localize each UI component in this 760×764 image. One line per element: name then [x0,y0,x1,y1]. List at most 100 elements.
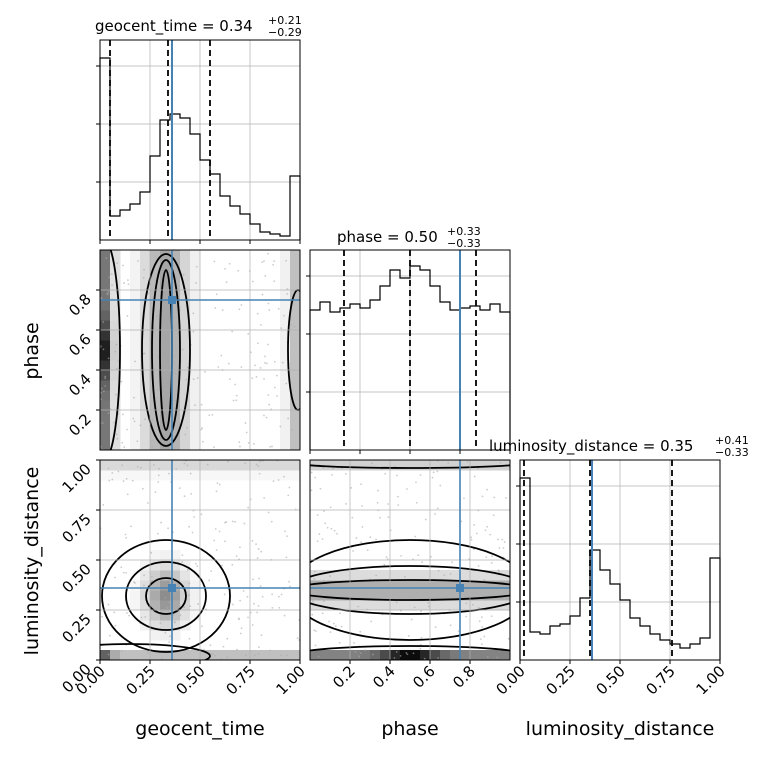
axes-frame [309,249,511,451]
sample-point [383,563,386,566]
sample-point [289,585,291,588]
density-cell [160,440,171,450]
sample-point [273,360,276,363]
sample-point [235,555,238,558]
sample-point [281,361,284,364]
sample-point [132,417,135,420]
sample-point [261,595,264,598]
sample-point [201,440,204,443]
sample-point [449,572,452,575]
sample-point [247,441,250,444]
density-cell [310,650,321,660]
density-cell [180,250,191,261]
sample-point [166,606,169,609]
sample-point [147,651,150,654]
density-cell [220,650,231,660]
sample-point [314,644,317,647]
sample-point [263,260,265,262]
sample-point [224,521,226,524]
sample-point [225,281,228,284]
sample-point [507,637,510,640]
density-cell [150,570,161,581]
sample-point [127,283,130,286]
sample-point [364,649,367,652]
sample-point [267,252,269,255]
sample-point [223,593,226,596]
sample-point [239,546,241,549]
sample-point [345,502,347,505]
sample-point [174,608,177,611]
sample-point [104,375,107,378]
sample-point [115,367,118,370]
density-cell [440,460,451,471]
density-cell [150,470,161,481]
density-cell [100,250,111,261]
density-cell [160,300,171,311]
sample-point [146,502,149,504]
density-cell [170,330,181,341]
sample-point [107,653,110,656]
density-cell [320,590,331,601]
sample-point [218,483,221,486]
sample-point [483,579,486,581]
sample-point [188,594,191,597]
sample-point [256,312,259,315]
density-cell [500,580,510,591]
density-cell [180,360,191,371]
density-cell [170,560,181,571]
density-cell [180,300,191,311]
density-cell [290,370,300,381]
density-cell [290,250,300,261]
density-cell [180,390,191,401]
xtick-geocent_time: 0.50 [172,662,208,698]
sample-point [101,421,104,424]
sample-point [136,440,139,443]
sample-point [498,547,501,549]
density-cell [450,590,461,601]
ytick-luminosity_distance: 0.50 [58,560,94,596]
density-cell [290,330,300,341]
sample-point [126,493,129,496]
sample-point [188,525,190,528]
density-cell [110,380,121,391]
sample-point [481,626,484,628]
xlabel-geocent_time: geocent_time [135,718,264,740]
density-cell [180,340,191,351]
sample-point [494,594,497,596]
sample-point [122,480,125,483]
sample-point [321,612,324,615]
sample-point [128,614,130,617]
density-cell [170,420,181,431]
sample-point [280,593,283,596]
density-cell [190,390,201,401]
sample-point [208,579,211,582]
sample-point [477,606,480,609]
sample-point [282,475,285,478]
density-cell [280,330,291,341]
sample-point [221,309,224,312]
sample-point [371,462,373,465]
sample-point [239,445,241,448]
sample-point [264,362,266,364]
density-cell [150,370,161,381]
density-cell [410,600,421,611]
sample-point [157,474,160,477]
density-cell [170,600,181,611]
sample-point [377,489,379,492]
sample-point [493,496,496,499]
sample-point [201,427,204,429]
density-cell [170,570,181,581]
density-cell [140,420,151,431]
sample-point [239,599,242,602]
contour-line [310,464,510,469]
xtick-phase: 0.6 [409,662,439,692]
density-cell [370,570,381,581]
density-cell [160,390,171,401]
density-cell [170,250,181,261]
density-cell [140,250,151,261]
sample-point [115,433,118,436]
density-cell [180,570,191,581]
sample-point [287,494,290,497]
sample-point [228,262,231,265]
